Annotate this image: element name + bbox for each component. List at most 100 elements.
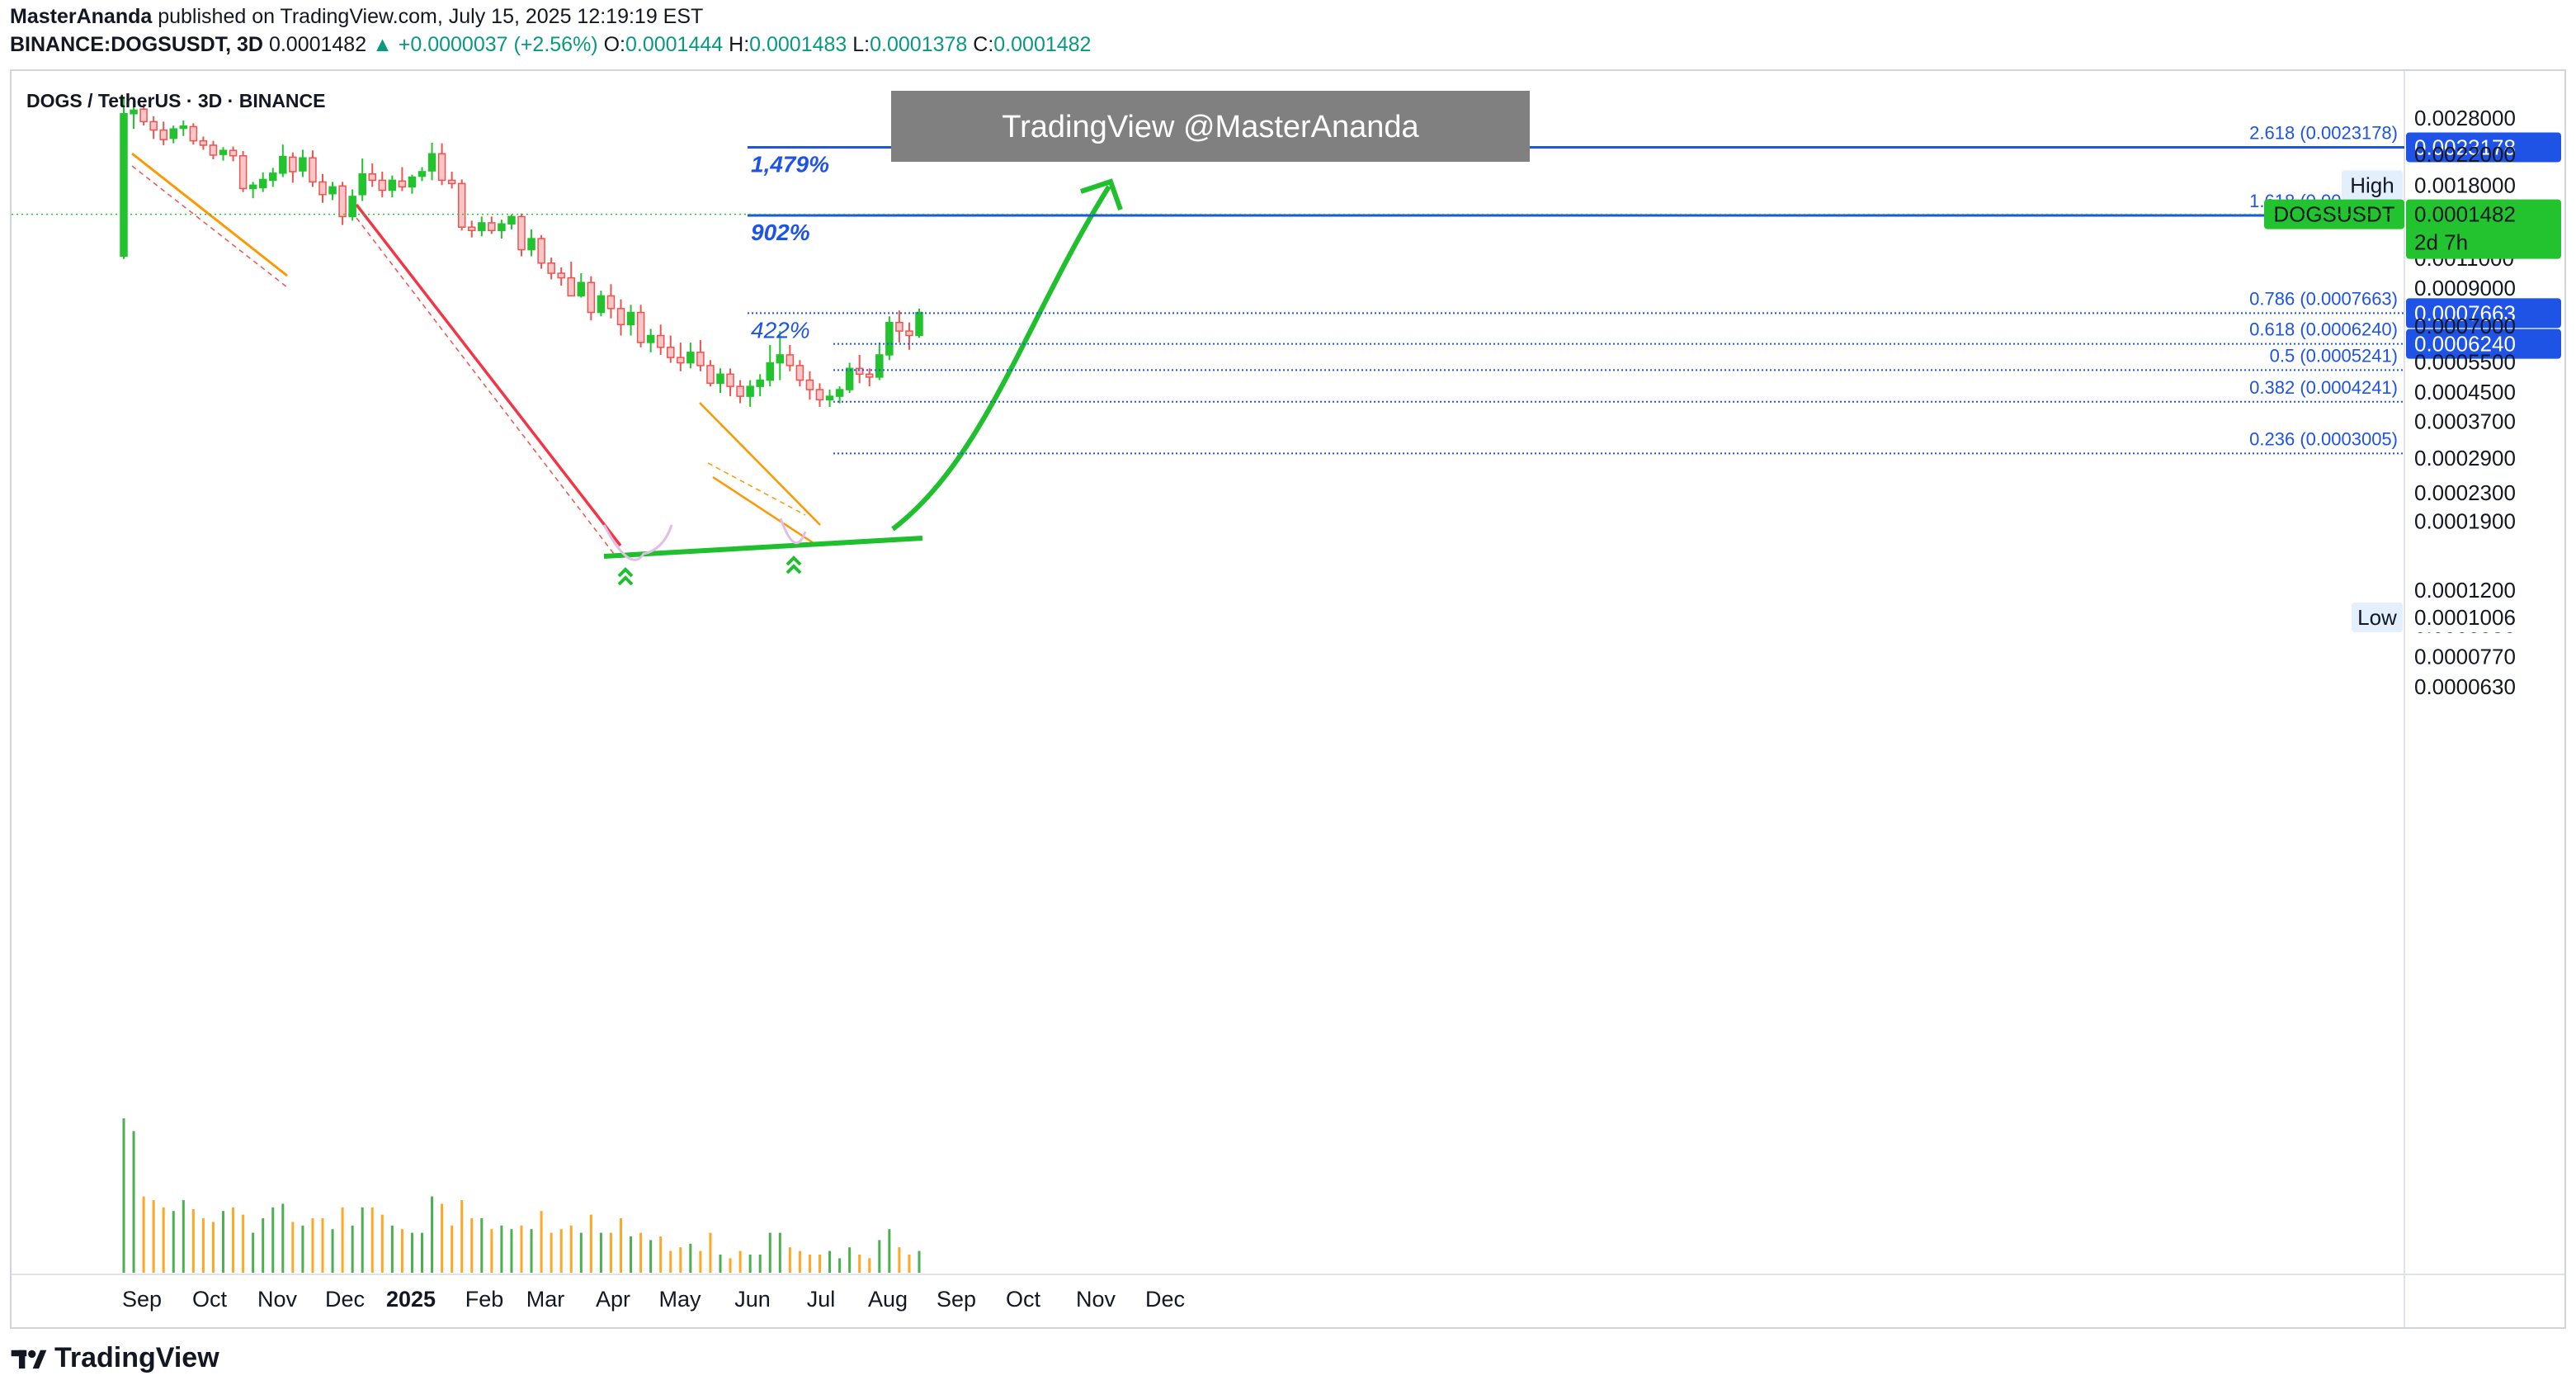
- volume-bar: [142, 1196, 145, 1273]
- dashed-trendline-2: [356, 217, 615, 555]
- low-tag: [2352, 603, 2403, 632]
- candle-body: [478, 222, 486, 232]
- volume-bar: [838, 1258, 842, 1273]
- volume-bar: [122, 1118, 125, 1273]
- volume-bar: [828, 1250, 832, 1273]
- candle-body: [577, 281, 586, 297]
- volume-bar: [530, 1229, 533, 1273]
- x-tick-label: Feb: [465, 1287, 504, 1312]
- volume-bar: [768, 1232, 771, 1273]
- y-tick-label: 0.0007000: [2414, 314, 2516, 338]
- y-tick-label: 0.0009000: [2414, 276, 2516, 300]
- volume-bar: [778, 1232, 781, 1273]
- volume-bar: [321, 1218, 324, 1273]
- trendline-layer: [131, 152, 1123, 586]
- tradingview-logo[interactable]: TradingView: [10, 1342, 219, 1374]
- candle-body: [189, 125, 198, 142]
- watermark-box: [891, 91, 1530, 162]
- candle-body: [866, 373, 874, 378]
- candle-body: [825, 395, 834, 401]
- author-name[interactable]: MasterAnanda: [10, 5, 153, 28]
- fib-price-tag-text: 0.0006240: [2414, 332, 2516, 357]
- candle-body: [488, 222, 496, 232]
- candle-layer: [120, 97, 923, 407]
- wedge-lower-line: [712, 475, 814, 545]
- tradingview-logo-text: TradingView: [54, 1342, 219, 1373]
- candle-body: [835, 389, 844, 397]
- price-chart[interactable]: 2.618 (0.0023178)1,479%0.00231781.618 (0…: [12, 71, 2564, 1327]
- x-tick-label: Mar: [526, 1287, 565, 1312]
- volume-bar: [540, 1211, 543, 1273]
- y-tick-label: 0.0002900: [2414, 446, 2516, 470]
- open-value: 0.0001444: [625, 33, 724, 56]
- x-tick-label: Jun: [734, 1287, 771, 1312]
- candle-body: [219, 149, 228, 155]
- rounded-bottom-2: [779, 518, 807, 545]
- volume-bar: [311, 1218, 314, 1273]
- x-tick-label: Sep: [937, 1287, 976, 1312]
- y-tick-label: 0.0000630: [2414, 674, 2516, 699]
- x-tick-label: Dec: [325, 1287, 365, 1312]
- candle-body: [766, 362, 774, 381]
- fib-percent-label: 422%: [751, 317, 810, 343]
- volume-bar: [758, 1255, 762, 1273]
- volume-bar: [510, 1229, 513, 1273]
- candle-body: [537, 238, 545, 264]
- candle-body: [309, 157, 317, 183]
- volume-bar: [370, 1207, 374, 1273]
- candle-body: [507, 215, 516, 225]
- volume-bar: [738, 1250, 742, 1273]
- fib-percent-label: 902%: [751, 220, 810, 245]
- x-tick-label: Oct: [192, 1287, 228, 1312]
- volume-bar: [589, 1214, 592, 1273]
- published-text: published on TradingView.com, July 15, 2…: [158, 5, 704, 28]
- projection-arrow: [891, 185, 1111, 532]
- candle-body: [795, 365, 804, 381]
- candle-body: [626, 311, 635, 325]
- x-tick-label: Nov: [257, 1287, 298, 1312]
- x-tick-label: Oct: [1006, 1287, 1041, 1312]
- candle-body: [696, 352, 705, 366]
- candle-body: [229, 149, 238, 157]
- candle-body: [597, 295, 606, 314]
- volume-bar: [798, 1250, 801, 1273]
- fib-price-tag: [2406, 329, 2561, 359]
- candle-body: [258, 178, 267, 189]
- volume-bar: [460, 1200, 464, 1273]
- countdown-text: 2d 7h: [2414, 230, 2468, 255]
- volume-bar: [898, 1247, 901, 1273]
- fib-price-tag-text: 0.0023178: [2414, 135, 2516, 159]
- volume-bar: [162, 1207, 165, 1273]
- volume-bar: [172, 1211, 175, 1273]
- volume-bar: [222, 1211, 224, 1273]
- wedge-upper-line: [699, 402, 821, 526]
- publisher-line: MasterAnanda published on TradingView.co…: [10, 5, 703, 29]
- volume-bar: [262, 1218, 265, 1273]
- candle-body: [786, 354, 795, 366]
- volume-bar: [400, 1229, 403, 1273]
- volume-bar: [599, 1232, 602, 1273]
- volume-bar: [480, 1218, 484, 1273]
- high-tag-text: High: [2350, 173, 2394, 197]
- candle-body: [895, 321, 903, 332]
- candle-body: [418, 171, 427, 177]
- candle-body: [756, 379, 764, 387]
- y-tick-label: 0.0000770: [2414, 645, 2516, 669]
- volume-bar: [380, 1214, 384, 1273]
- candle-body: [915, 311, 923, 337]
- candle-body: [606, 295, 616, 310]
- volume-bar: [579, 1232, 583, 1273]
- candle-body: [120, 113, 128, 258]
- candle-body: [686, 352, 695, 364]
- candle-body: [199, 139, 208, 146]
- candle-body: [318, 181, 327, 196]
- volume-bar: [441, 1203, 444, 1273]
- price-change: ▲ +0.0000037 (+2.56%): [372, 33, 598, 56]
- chart-frame[interactable]: 2.618 (0.0023178)1,479%0.00231781.618 (0…: [10, 69, 2566, 1329]
- x-tick-label: 2025: [386, 1287, 436, 1312]
- volume-bar: [500, 1225, 503, 1273]
- volume-bar: [271, 1207, 275, 1273]
- volume-bar: [211, 1222, 215, 1273]
- volume-bar: [182, 1200, 185, 1273]
- volume-bar: [788, 1247, 791, 1273]
